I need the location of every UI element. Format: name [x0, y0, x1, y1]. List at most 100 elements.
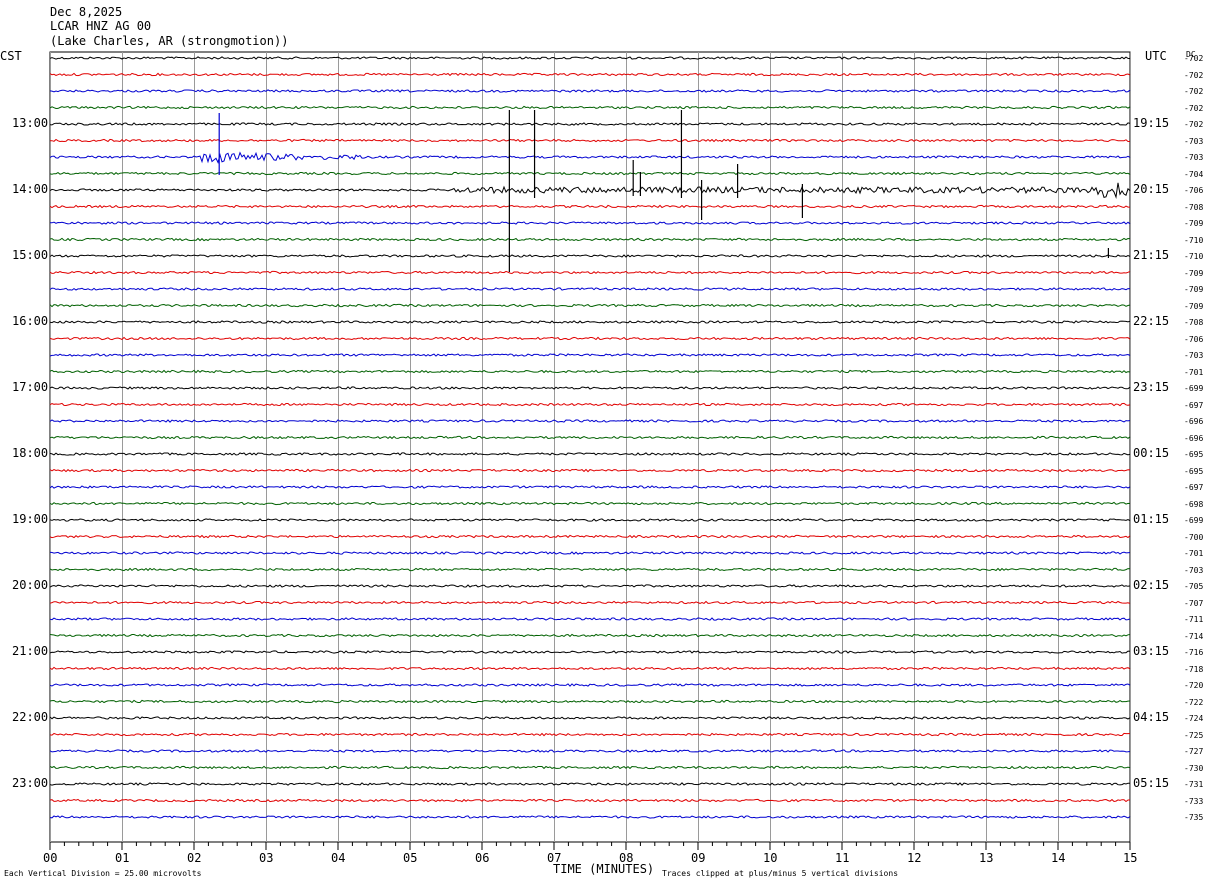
dc-offset-label: -695 [1184, 450, 1204, 459]
x-tick-label: 13 [979, 851, 994, 865]
trace-line [49, 254, 1131, 258]
trace-line [49, 151, 1131, 164]
x-tick-label: 08 [619, 851, 634, 865]
trace-line [49, 551, 1131, 555]
dc-offset-label: -714 [1184, 631, 1204, 641]
trace-line [49, 518, 1131, 522]
trace-line [49, 419, 1131, 423]
utc-hour-label: 23:15 [1133, 380, 1170, 394]
dc-offset-label: -718 [1184, 664, 1204, 674]
minute-gridlines [49, 51, 1131, 843]
trace-line [49, 650, 1131, 654]
dc-offset-label: -733 [1184, 796, 1204, 806]
trace-line [49, 683, 1131, 687]
x-tick-label: 09 [691, 851, 706, 865]
x-tick-label: 05 [403, 851, 418, 865]
dc-offset-label: -698 [1184, 499, 1204, 509]
trace-line [49, 204, 1130, 209]
trace-line [49, 182, 1131, 199]
seismic-traces [49, 56, 1131, 819]
dc-offset-label: -707 [1184, 598, 1204, 608]
dc-offset-label: -709 [1184, 219, 1204, 228]
dc-offset-label: -711 [1184, 615, 1204, 624]
dc-offset-label: -731 [1184, 780, 1204, 789]
cst-hour-label: 22:00 [12, 710, 49, 724]
trace-line [49, 287, 1131, 291]
trace-line [49, 732, 1131, 737]
utc-hour-label: 00:15 [1133, 446, 1170, 460]
cst-hour-label: 17:00 [12, 380, 49, 394]
cst-hour-label: 18:00 [12, 446, 49, 460]
dc-offset-label: -701 [1184, 367, 1204, 377]
trace-line [49, 237, 1131, 242]
date-label: Dec 8,2025 [50, 5, 123, 19]
trace-line [49, 534, 1131, 539]
trace-line [49, 386, 1131, 390]
dc-offset-label: -725 [1184, 730, 1204, 740]
dc-offset-label: -700 [1184, 532, 1204, 542]
dc-offset-label: -701 [1184, 549, 1204, 558]
cst-hour-label: 21:00 [12, 644, 49, 658]
x-tick-label: 12 [907, 851, 922, 865]
dc-offset-label: -706 [1184, 334, 1204, 344]
trace-line [49, 485, 1131, 489]
dc-offset-label: -702 [1184, 54, 1204, 63]
trace-line [49, 56, 1131, 60]
trace-line [49, 501, 1131, 506]
trace-line [49, 270, 1131, 275]
trace-line [49, 138, 1131, 143]
dc-offset-label: -716 [1184, 648, 1204, 657]
channel-label: LCAR HNZ AG 00 [50, 19, 152, 33]
utc-hour-label: 02:15 [1133, 578, 1170, 592]
trace-line [49, 369, 1131, 374]
time-axis [49, 842, 1131, 850]
trace-line [49, 617, 1131, 621]
dc-offset-label: -697 [1184, 400, 1204, 410]
cst-hour-label: 20:00 [12, 578, 49, 592]
dc-offset-label: -727 [1184, 747, 1204, 756]
dc-offset-label: -724 [1184, 714, 1204, 723]
x-tick-label: 01 [115, 851, 130, 865]
trace-line [49, 221, 1131, 225]
cst-hour-label: 13:00 [12, 116, 49, 130]
dc-offset-label: -703 [1184, 136, 1204, 146]
trace-line [49, 798, 1130, 803]
cst-hour-label: 15:00 [12, 248, 49, 262]
division-note: Each Vertical Division = 25.00 microvolt… [4, 869, 202, 878]
trace-line [49, 584, 1131, 588]
dc-offset-label: -706 [1184, 186, 1204, 195]
cst-hour-label: 14:00 [12, 182, 49, 196]
dc-offset-label: -710 [1184, 252, 1204, 261]
cst-axis-label: CST [0, 49, 22, 63]
location-label: (Lake Charles, AR (strongmotion)) [50, 34, 289, 48]
dc-offset-label: -702 [1184, 120, 1204, 129]
x-tick-label: 03 [259, 851, 274, 865]
dc-offset-label: -696 [1184, 417, 1204, 426]
trace-line [49, 749, 1131, 753]
dc-offset-label: -699 [1184, 516, 1204, 525]
dc-offset-label: -708 [1184, 318, 1204, 327]
trace-line [49, 468, 1131, 473]
dc-offset-label: -696 [1184, 433, 1204, 443]
x-tick-label: 10 [763, 851, 778, 865]
cst-hour-label: 19:00 [12, 512, 49, 526]
x-tick-label: 15 [1123, 851, 1138, 865]
dc-offset-label: -730 [1184, 763, 1204, 773]
dc-offset-label: -699 [1184, 384, 1204, 393]
dc-offset-label: -702 [1184, 87, 1204, 96]
utc-hour-label: 05:15 [1133, 776, 1170, 790]
trace-line [49, 105, 1131, 110]
utc-hour-label: 20:15 [1133, 182, 1170, 196]
dc-offset-label: -709 [1184, 285, 1204, 294]
x-tick-label: 00 [43, 851, 58, 865]
utc-hour-label: 04:15 [1133, 710, 1170, 724]
trace-line [49, 336, 1131, 341]
clip-note: Traces clipped at plus/minus 5 vertical … [662, 869, 899, 878]
trace-line [49, 402, 1131, 407]
trace-line [49, 666, 1131, 671]
trace-line [49, 600, 1131, 605]
dc-offset-label: -697 [1184, 483, 1204, 492]
cst-hour-label: 16:00 [12, 314, 49, 328]
utc-hour-label: 03:15 [1133, 644, 1170, 658]
